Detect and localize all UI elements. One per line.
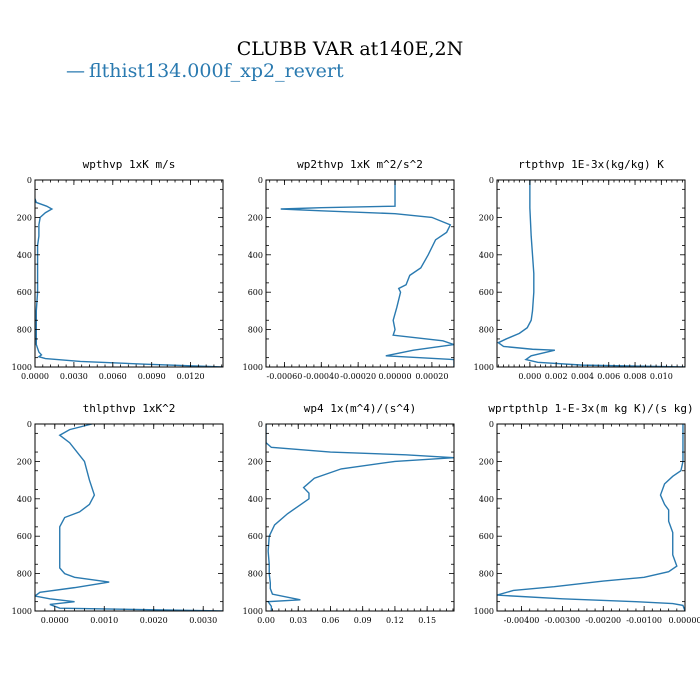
panel-title: wprtpthlp 1-E-3x(m kg K)/(s kg) [488, 402, 693, 415]
x-tick-label: 0.006 [597, 372, 620, 381]
x-tick-label: 0.0000 [41, 616, 69, 625]
x-tick-label: 0.03 [289, 616, 307, 625]
panel-title: wp4 1x(m^4)/(s^4) [304, 402, 417, 415]
x-tick-label: -0.00400 [504, 616, 540, 625]
y-tick-label: 0 [258, 176, 263, 185]
plot-frame [496, 423, 686, 612]
x-tick-label: -0.00300 [544, 616, 580, 625]
x-tick-label: -0.00040 [303, 372, 339, 381]
y-tick-label: 600 [248, 288, 263, 297]
legend: — flthist134.000f_xp2_revert [66, 60, 344, 82]
y-tick-label: 400 [479, 495, 494, 504]
y-tick-label: 0 [27, 176, 32, 185]
y-tick-label: 1000 [474, 363, 494, 372]
y-tick-label: 0 [489, 176, 494, 185]
y-tick-label: 400 [17, 251, 32, 260]
y-tick-label: 400 [17, 495, 32, 504]
series-line [35, 198, 223, 367]
panel-3: rtpthvp 1E-3x(kg/kg) K 0 200 400 600 800 1000 0… [474, 158, 686, 381]
x-tick-label: 0.0120 [177, 372, 205, 381]
plot-frame [34, 423, 224, 612]
x-tick-label: 0.008 [624, 372, 647, 381]
y-tick-label: 600 [479, 532, 494, 541]
x-tick-label: 0.00020 [415, 372, 448, 381]
y-tick-label: 200 [17, 213, 32, 222]
x-tick-label: 0.000 [518, 372, 541, 381]
panel-4: thlpthvp 1xK^2 0 200 400 600 800 1000 0.0000 0.0… [12, 402, 224, 625]
y-tick-label: 0 [489, 420, 494, 429]
y-tick-label: 1000 [243, 607, 263, 616]
x-tick-label: -0.00020 [340, 372, 376, 381]
x-tick-label: 0.0030 [189, 616, 217, 625]
plot-frame [34, 179, 224, 368]
x-tick-label: -0.00060 [267, 372, 303, 381]
x-tick-label: 0.0010 [90, 616, 118, 625]
y-tick-label: 800 [248, 570, 263, 579]
y-tick-label: 1000 [12, 607, 32, 616]
panel-6: wprtpthlp 1-E-3x(m kg K)/(s kg) 0 200 400 60… [474, 402, 700, 625]
x-tick-label: -0.00200 [585, 616, 621, 625]
y-tick-label: 400 [248, 251, 263, 260]
y-tick-label: 1000 [474, 607, 494, 616]
x-tick-label: 0.00 [257, 616, 275, 625]
y-tick-label: 800 [479, 570, 494, 579]
x-tick-label: 0.010 [650, 372, 673, 381]
y-tick-label: 200 [479, 213, 494, 222]
x-tick-label: 0.0090 [138, 372, 166, 381]
x-tick-label: 0.0060 [99, 372, 127, 381]
x-tick-label: 0.06 [322, 616, 340, 625]
y-tick-label: 600 [479, 288, 494, 297]
y-tick-label: 200 [248, 457, 263, 466]
x-tick-label: 0.004 [571, 372, 594, 381]
y-tick-label: 800 [17, 326, 32, 335]
y-tick-label: 1000 [12, 363, 32, 372]
x-tick-label: 0.0020 [140, 616, 168, 625]
y-tick-label: 200 [17, 457, 32, 466]
series-line [266, 424, 454, 611]
panel-title: wp2thvp 1xK m^2/s^2 [297, 158, 423, 171]
series-line [497, 180, 685, 367]
x-tick-label: 0.00000 [378, 372, 411, 381]
series-line [35, 424, 223, 611]
panel-title: wpthvp 1xK m/s [83, 158, 176, 171]
series-line [280, 180, 454, 367]
panel-title: thlpthvp 1xK^2 [83, 402, 176, 415]
y-tick-label: 0 [258, 420, 263, 429]
y-tick-label: 200 [248, 213, 263, 222]
y-tick-label: 600 [17, 288, 32, 297]
series-line [497, 424, 685, 611]
x-tick-label: 0.0030 [60, 372, 88, 381]
y-tick-label: 1000 [243, 363, 263, 372]
x-tick-label: 0.0000 [21, 372, 49, 381]
plot-frame [496, 179, 686, 368]
panel-title: rtpthvp 1E-3x(kg/kg) K [518, 158, 664, 171]
y-tick-label: 200 [479, 457, 494, 466]
figure-title: CLUBB VAR at140E,2N [237, 38, 463, 60]
y-tick-label: 600 [248, 532, 263, 541]
x-tick-label: 0.12 [386, 616, 404, 625]
legend-label: flthist134.000f_xp2_revert [89, 60, 344, 82]
x-tick-label: 0.002 [545, 372, 568, 381]
x-tick-label: 0.09 [354, 616, 372, 625]
x-tick-label: -0.00100 [626, 616, 662, 625]
y-tick-label: 0 [27, 420, 32, 429]
plot-frame [265, 423, 455, 612]
legend-symbol: — [66, 60, 85, 82]
y-tick-label: 800 [248, 326, 263, 335]
y-tick-label: 400 [248, 495, 263, 504]
panel-2: wp2thvp 1xK m^2/s^2 0 200 400 600 800 1000 -0.0… [243, 158, 455, 381]
y-tick-label: 400 [479, 251, 494, 260]
y-tick-label: 800 [479, 326, 494, 335]
plot-frame [265, 179, 455, 368]
y-tick-label: 800 [17, 570, 32, 579]
x-tick-label: 0.15 [418, 616, 436, 625]
y-tick-label: 600 [17, 532, 32, 541]
x-tick-label: 0.00000 [668, 616, 700, 625]
